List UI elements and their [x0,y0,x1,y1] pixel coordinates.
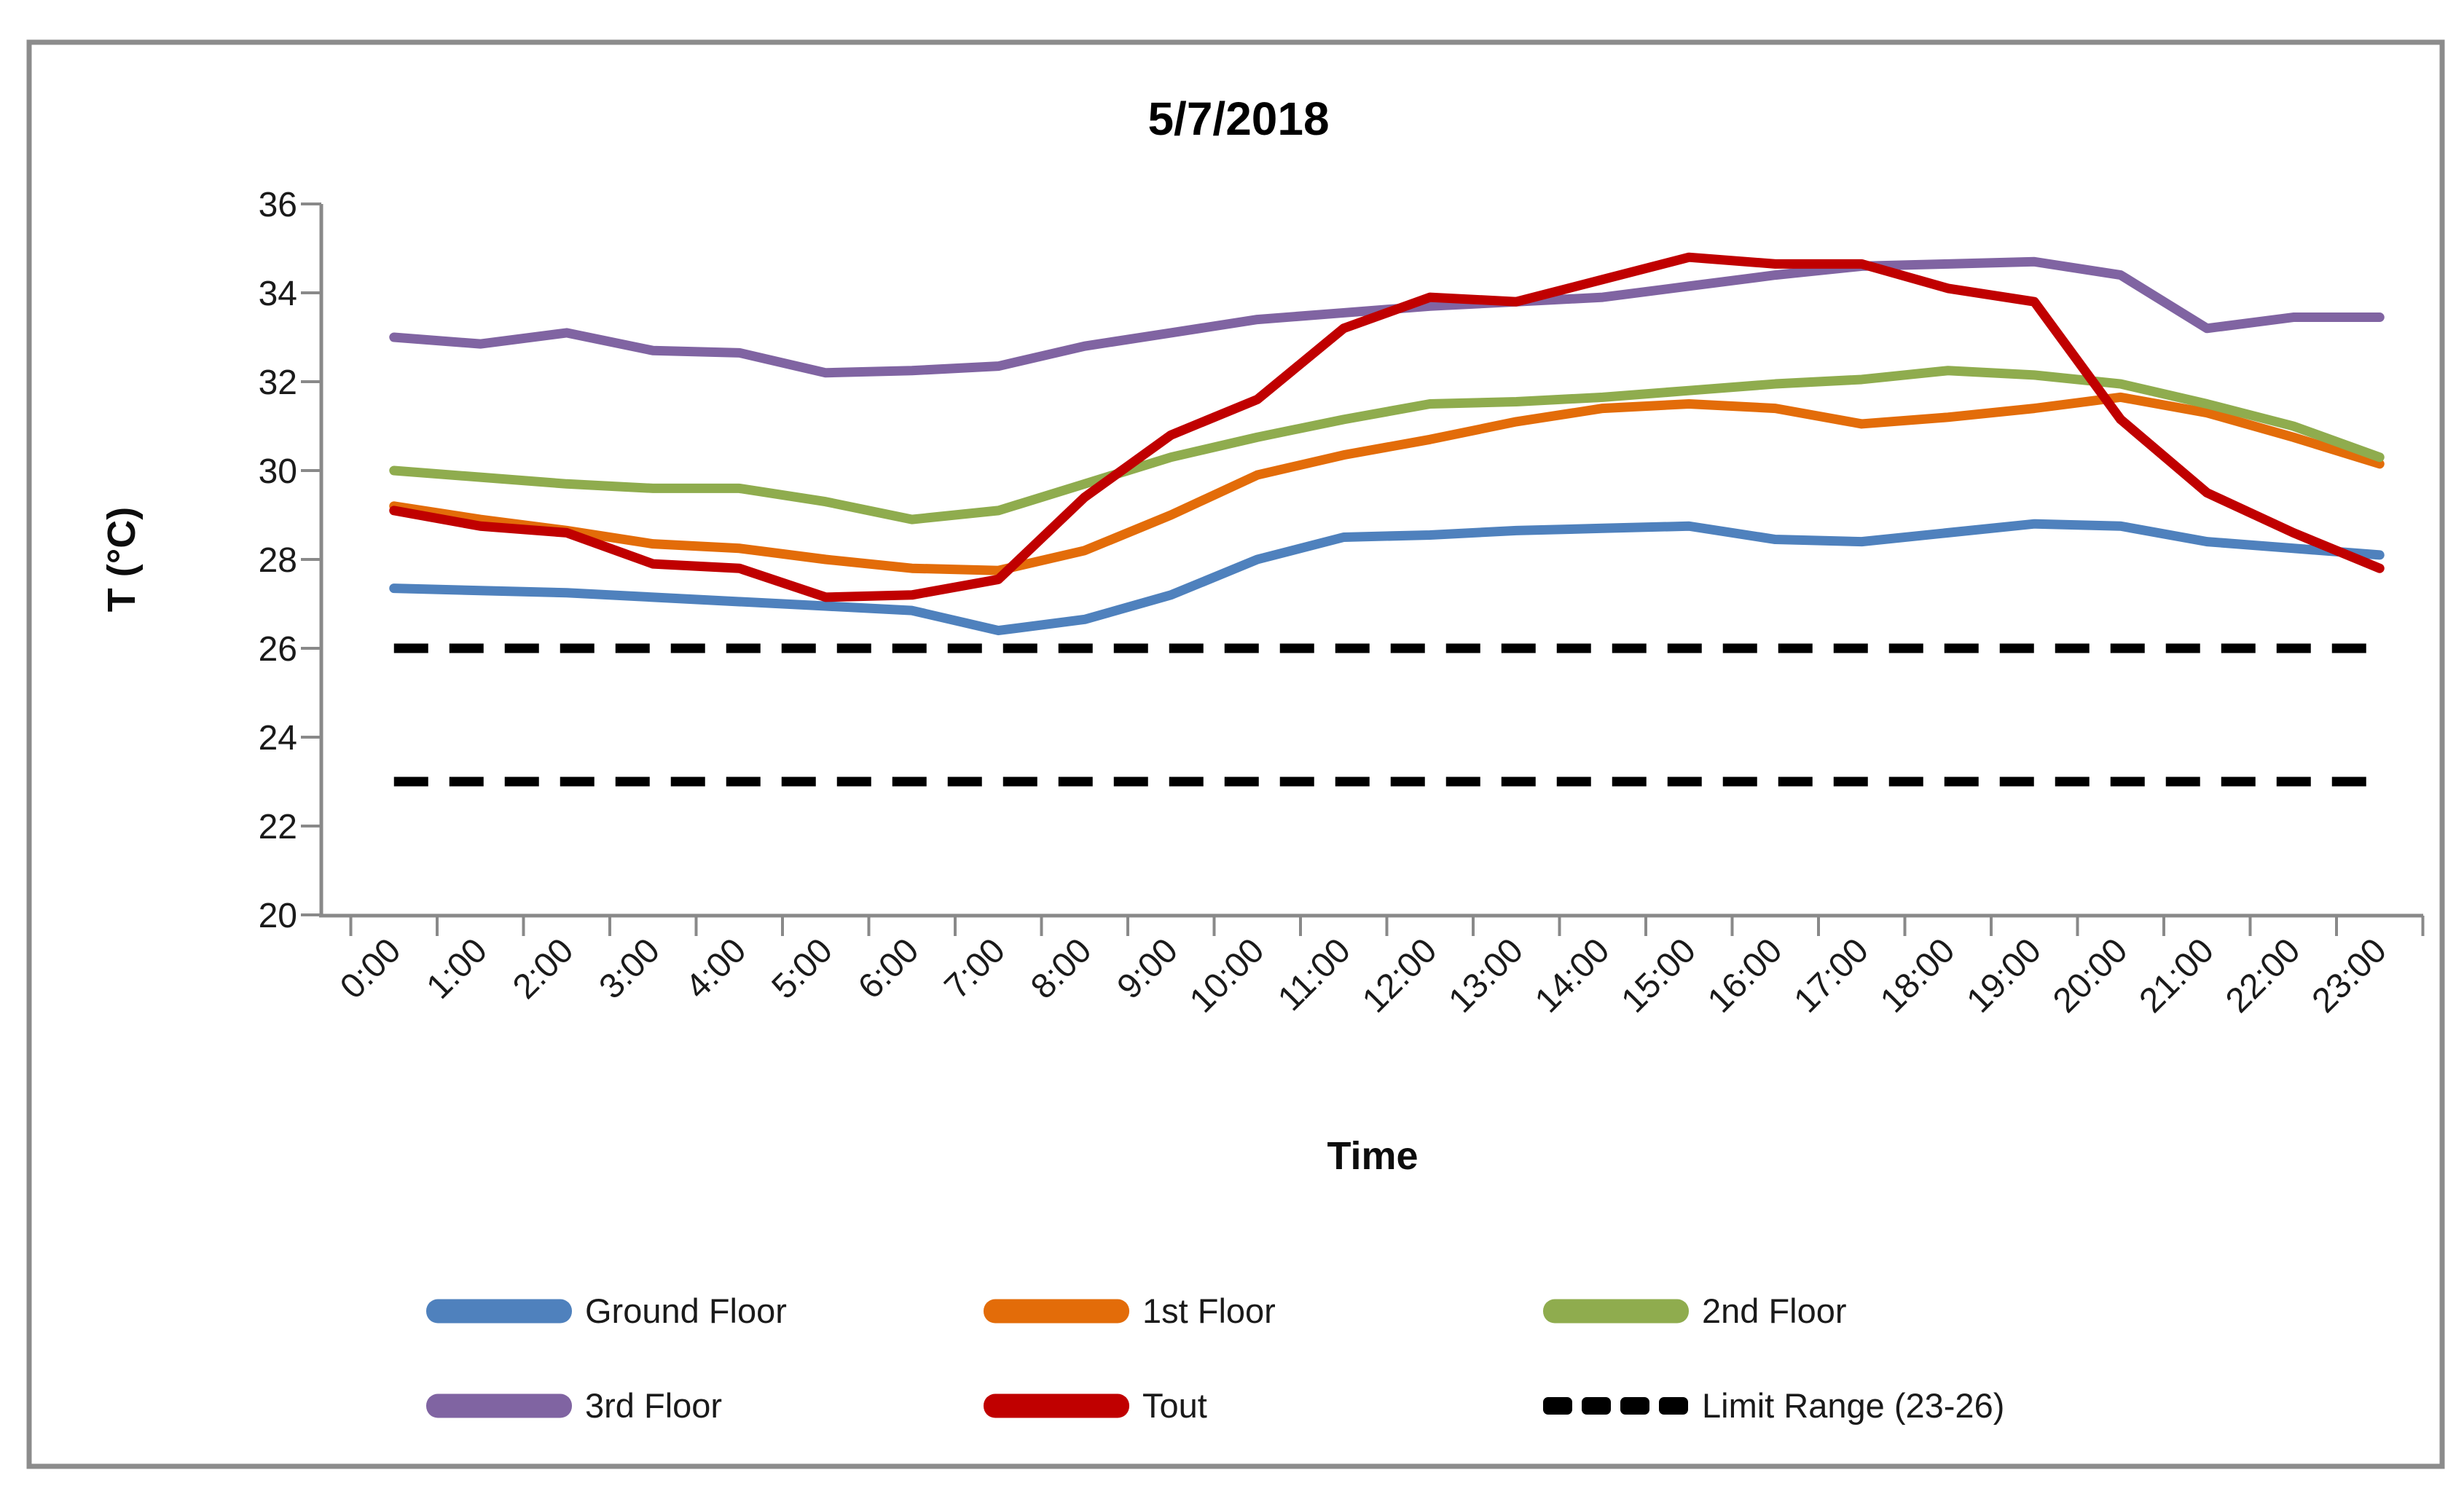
legend-item-ground-floor[interactable]: Ground Floor [426,1291,787,1330]
legend-swatch [1543,1299,1689,1324]
legend-item-2nd-floor[interactable]: 2nd Floor [1543,1291,1847,1330]
legend-swatch [426,1393,572,1418]
legend-item-limit-range-23-26-[interactable]: Limit Range (23-26) [1543,1386,2004,1425]
series-line-2nd-floor[interactable] [389,366,2385,524]
legend-dash-segment [1620,1397,1649,1415]
legend-swatch [984,1393,1129,1418]
y-tick-label: 24 [259,719,297,758]
y-axis-ticks: 36 34 32 30 28 26 24 22 20 [259,186,321,935]
legend-label: Ground Floor [585,1291,787,1330]
legend-label: Tout [1142,1386,1207,1425]
legend-label: 3rd Floor [585,1386,722,1425]
y-tick-label: 28 [259,541,297,580]
y-tick-label: 20 [259,897,297,935]
legend-label: Limit Range (23-26) [1702,1386,2004,1425]
series-line-1st-floor[interactable] [389,392,2385,575]
x-axis-title[interactable]: Time [1327,1134,1418,1178]
chart-title[interactable]: 5/7/2018 [1147,93,1329,145]
legend-item-1st-floor[interactable]: 1st Floor [984,1291,1276,1330]
y-tick-label: 34 [259,275,297,313]
x-axis-ticks [349,916,2425,936]
series-line-tout[interactable] [389,252,2385,602]
legend-dash-segment [1582,1397,1611,1415]
y-tick-label: 36 [259,186,297,224]
legend-swatch [984,1299,1129,1324]
y-tick-label: 26 [259,630,297,669]
series-lines [389,252,2385,636]
legend-swatch [426,1299,572,1324]
y-axis-title[interactable]: T (°C) [100,507,144,613]
y-tick-label: 22 [259,808,297,846]
legend-label: 1st Floor [1142,1291,1276,1330]
legend-dash-segment [1659,1397,1688,1415]
legend-label: 2nd Floor [1702,1291,1847,1330]
chart-border [26,39,2445,1469]
legend: Ground Floor 1st Floor 2nd Floor 3rd Floor T… [426,1291,2004,1425]
legend-item-3rd-floor[interactable]: 3rd Floor [426,1386,722,1425]
y-tick-label: 30 [259,452,297,491]
series-line-ground-floor[interactable] [389,519,2385,636]
legend-dash-segment [1543,1397,1572,1415]
y-tick-label: 32 [259,363,297,402]
legend-item-tout[interactable]: Tout [984,1386,1207,1425]
